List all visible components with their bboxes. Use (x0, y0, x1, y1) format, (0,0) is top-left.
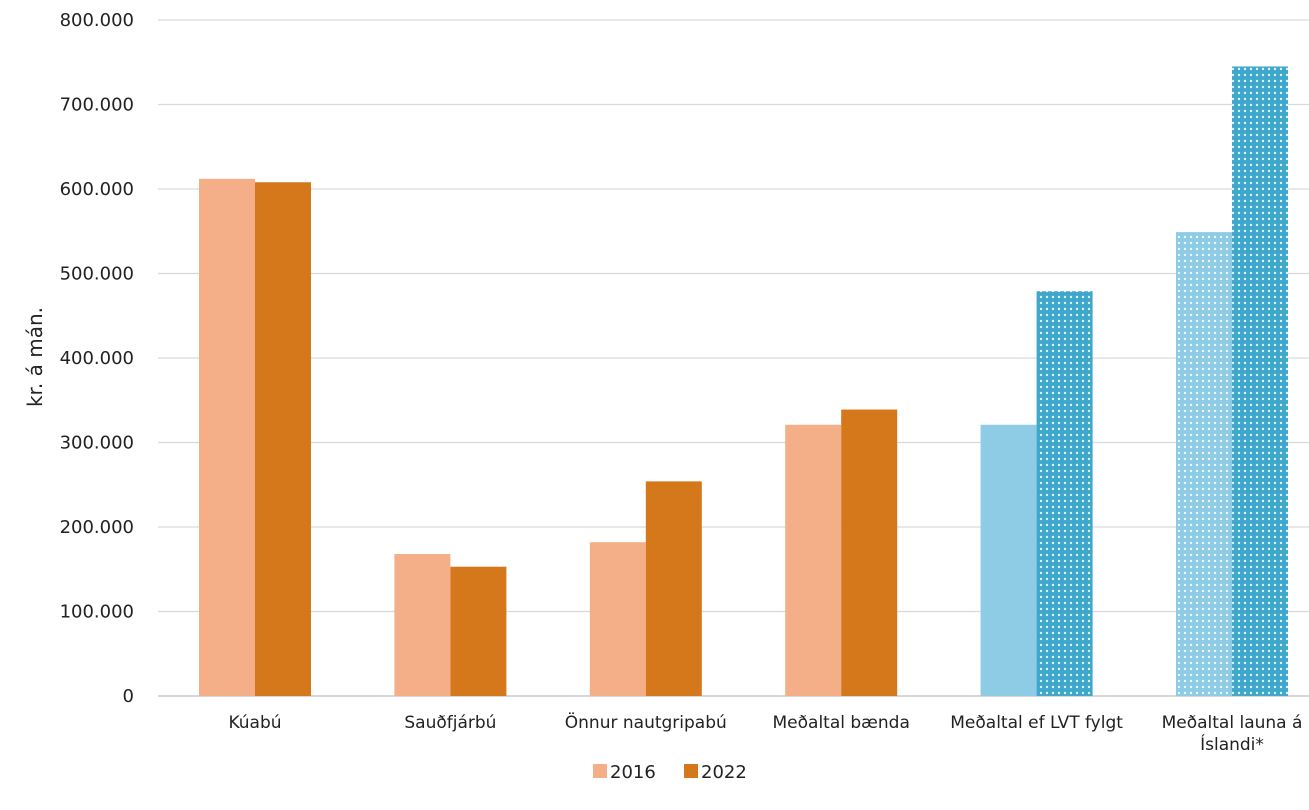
bar-2022-2 (645, 481, 702, 696)
y-tick-label: 300.000 (60, 433, 134, 454)
x-category-label: Kúabú (228, 713, 281, 733)
legend-swatch-2022 (684, 764, 698, 778)
y-axis-ticks: 0 100.000 200.000 300.000 400.000 500.000 600.… (60, 10, 134, 707)
legend-label-2016: 2016 (610, 762, 656, 783)
legend-label-2022: 2022 (701, 762, 747, 783)
y-axis-label: kr. á mán. (23, 307, 47, 407)
y-tick-label: 0 (123, 686, 134, 707)
y-tick-label: 800.000 (60, 10, 134, 31)
legend: 2016 2022 (593, 762, 747, 783)
x-axis-categories: Kúabú Sauðfjárbú Önnur nautgripabú Meðaltal… (228, 711, 1302, 755)
x-category-label: Meðaltal bænda (773, 713, 910, 733)
bar-2016-3 (785, 424, 842, 696)
legend-swatch-2016 (593, 764, 607, 778)
y-tick-label: 100.000 (60, 602, 134, 623)
bar-2022-5 (1232, 66, 1288, 697)
bar-2016-4 (980, 424, 1037, 696)
bar-2016-0 (199, 178, 255, 697)
y-tick-label: 400.000 (60, 348, 134, 369)
y-tick-label: 200.000 (60, 517, 134, 538)
x-category-label: Meðaltal ef LVT fylgt (950, 713, 1123, 733)
x-category-label: Önnur nautgripabú (565, 711, 727, 733)
bar-2022-0 (255, 182, 311, 697)
bar-2022-1 (450, 566, 507, 696)
bar-2016-2 (589, 542, 646, 696)
x-category-label: Sauðfjárbú (404, 713, 496, 733)
bar-2022-4 (1036, 291, 1093, 696)
bar-2016-5 (1176, 232, 1232, 696)
x-category-label: Meðaltal launa á (1162, 713, 1303, 733)
y-tick-label: 500.000 (60, 264, 134, 285)
y-tick-label: 600.000 (60, 179, 134, 200)
x-category-label: Íslandi* (1200, 733, 1264, 755)
bar-2022-3 (841, 409, 898, 696)
bars (199, 66, 1288, 697)
bar-2016-1 (394, 554, 451, 696)
y-tick-label: 700.000 (60, 95, 134, 116)
gridlines (158, 19, 1309, 697)
